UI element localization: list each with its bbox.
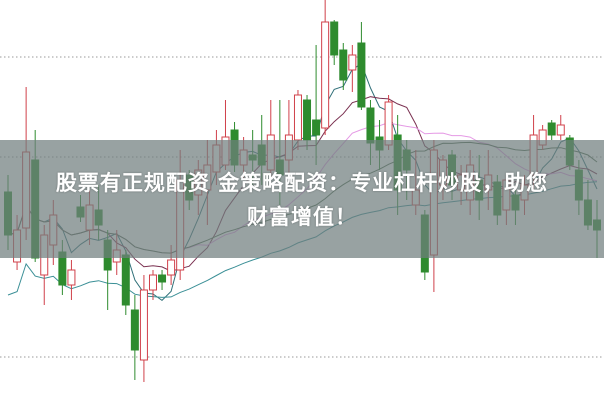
candle-down xyxy=(357,42,366,108)
candle-down xyxy=(130,309,139,351)
candle-up xyxy=(321,21,330,129)
caption-line-2: 财富增值！ xyxy=(247,205,357,229)
candle-up xyxy=(556,124,565,136)
overlay-banner xyxy=(0,140,604,258)
candle-up xyxy=(293,94,302,141)
candle-down xyxy=(312,119,321,136)
caption-line-1: 股票有正规配资 金策略配资：专业杠杆炒股，助您 xyxy=(55,171,549,195)
candle-down xyxy=(366,107,375,144)
candle-down xyxy=(158,274,167,283)
overlay-caption: 股票有正规配资 金策略配资：专业杠杆炒股，助您 财富增值！ xyxy=(0,166,604,234)
candle-up xyxy=(167,259,176,276)
candle-up xyxy=(67,269,76,286)
candle-down xyxy=(121,254,130,306)
candle-down xyxy=(547,122,556,136)
candle-up xyxy=(148,274,157,291)
candle-up xyxy=(384,101,393,146)
candle-up xyxy=(139,289,148,361)
candle-down xyxy=(339,49,348,81)
candle-up xyxy=(348,54,357,71)
candle-down xyxy=(330,21,339,56)
candle-down xyxy=(303,99,312,141)
